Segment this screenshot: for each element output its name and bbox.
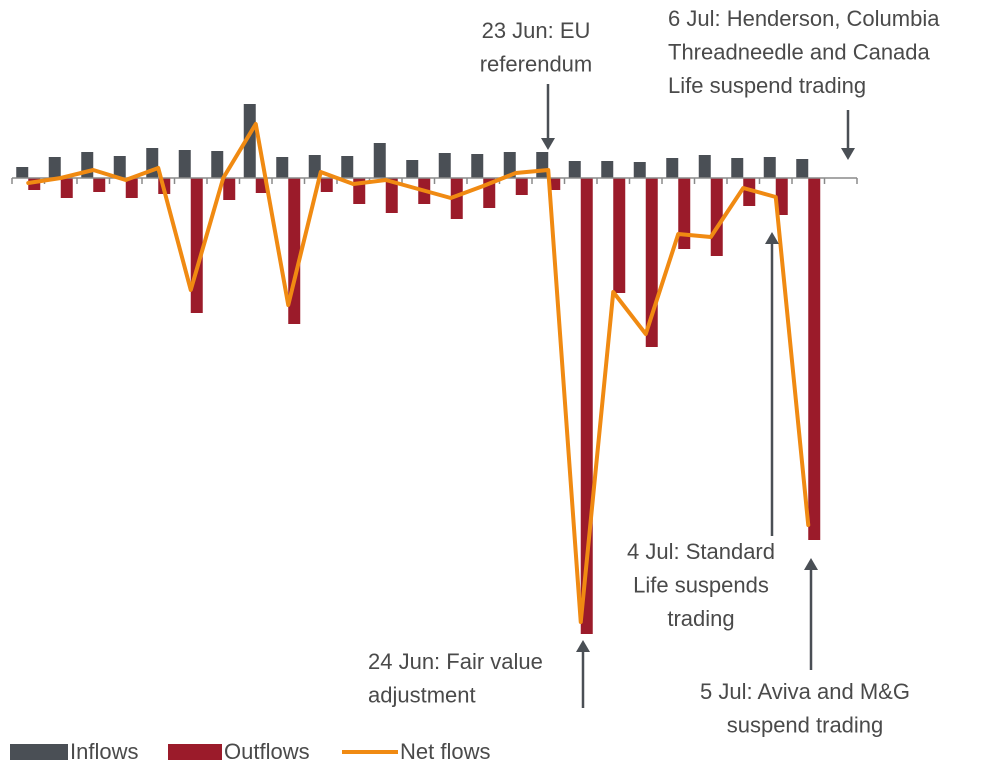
bar xyxy=(678,178,691,249)
bar xyxy=(385,178,398,213)
annotation: 4 Jul: Standard xyxy=(627,539,775,564)
annotation: referendum xyxy=(480,51,593,76)
bar xyxy=(633,162,646,178)
arrow-head xyxy=(541,138,555,150)
annotation: 6 Jul: Henderson, Columbia xyxy=(668,6,940,31)
annotation: trading xyxy=(667,606,734,631)
bar xyxy=(125,178,138,198)
arrow-head xyxy=(841,148,855,160)
legend-label: Inflows xyxy=(70,739,138,764)
annotation-arrows xyxy=(541,84,855,708)
annotation: Life suspends xyxy=(633,572,769,597)
bar xyxy=(308,155,321,178)
annotations: 23 Jun: EU referendum 6 Jul: Henderson, Co… xyxy=(368,6,940,738)
bar xyxy=(16,167,29,178)
bar xyxy=(406,160,419,178)
bar xyxy=(341,156,354,178)
arrow-head xyxy=(765,232,779,244)
arrow-head xyxy=(576,640,590,652)
bar xyxy=(698,155,711,178)
bar xyxy=(731,158,744,178)
bar xyxy=(211,151,224,178)
bar xyxy=(515,178,528,195)
bar xyxy=(223,178,236,200)
bar xyxy=(190,178,203,313)
bar xyxy=(48,157,61,178)
bar xyxy=(243,104,256,178)
bar xyxy=(568,161,581,178)
bar xyxy=(763,157,776,178)
annotation: 5 Jul: Aviva and M&G xyxy=(700,679,910,704)
annotation: Threadneedle and Canada xyxy=(668,39,931,64)
annotation: adjustment xyxy=(368,682,476,707)
bar xyxy=(438,153,451,178)
bar xyxy=(276,157,289,178)
bar xyxy=(320,178,333,192)
annotation: Life suspend trading xyxy=(668,73,866,98)
bar xyxy=(775,178,788,215)
bar xyxy=(471,154,484,178)
bar xyxy=(373,143,386,178)
plot xyxy=(11,104,858,634)
bar xyxy=(93,178,106,192)
bar xyxy=(113,156,126,178)
annotation: 23 Jun: EU xyxy=(482,18,591,43)
bar xyxy=(450,178,463,219)
annotation: 24 Jun: Fair value xyxy=(368,649,543,674)
bar xyxy=(178,150,191,178)
line xyxy=(26,122,811,624)
legend-swatch xyxy=(168,744,222,760)
bar xyxy=(743,178,756,206)
bar xyxy=(536,152,549,178)
arrow-head xyxy=(804,558,818,570)
bar xyxy=(710,178,723,256)
legend-swatch xyxy=(10,744,68,760)
bar xyxy=(601,161,614,178)
legend-label: Outflows xyxy=(224,739,310,764)
bar xyxy=(796,159,809,178)
bar xyxy=(666,158,679,178)
bar xyxy=(503,152,516,178)
legend-label: Net flows xyxy=(400,739,490,764)
annotation: suspend trading xyxy=(727,712,884,737)
bar xyxy=(808,178,821,540)
bar xyxy=(613,178,626,293)
legend: Inflows Outflows Net flows xyxy=(10,739,490,764)
bar xyxy=(60,178,73,198)
